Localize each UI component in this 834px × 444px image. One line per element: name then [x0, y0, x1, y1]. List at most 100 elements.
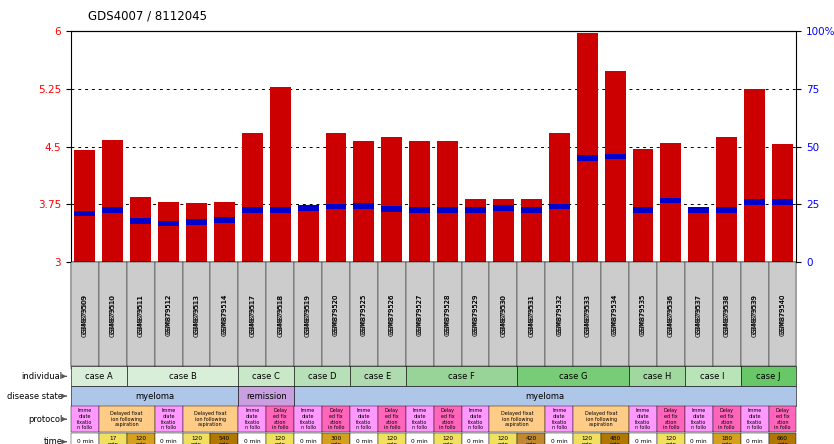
Text: 120
min: 120 min [386, 436, 397, 444]
Text: 0 min: 0 min [551, 439, 568, 444]
Text: 0 min: 0 min [244, 439, 260, 444]
Bar [242, 133, 263, 262]
Bar [744, 199, 765, 205]
Bar [103, 140, 123, 262]
Text: case A: case A [85, 372, 113, 381]
Bar [74, 210, 95, 216]
Text: 120
min: 120 min [666, 436, 676, 444]
Bar [549, 133, 570, 262]
Bar [661, 143, 681, 262]
Bar [465, 207, 486, 213]
Text: GSM879525: GSM879525 [361, 294, 367, 334]
Text: GSM879509: GSM879509 [82, 294, 88, 337]
Text: GSM879537: GSM879537 [696, 294, 701, 337]
Text: protocol: protocol [28, 415, 63, 424]
Bar [661, 198, 681, 203]
Text: Delay
ed fix
ation
in follo: Delay ed fix ation in follo [328, 408, 344, 430]
Bar [409, 141, 430, 262]
Text: Imme
diate
fixatio
n follo: Imme diate fixatio n follo [161, 408, 176, 430]
Text: GSM879528: GSM879528 [445, 294, 450, 337]
Text: 420
min: 420 min [525, 436, 537, 444]
Bar [325, 133, 346, 262]
Text: GSM879509: GSM879509 [82, 294, 88, 334]
Text: Delay
ed fix
ation
in follo: Delay ed fix ation in follo [440, 408, 456, 430]
Bar [130, 218, 151, 224]
Bar [158, 221, 179, 226]
Text: GSM879532: GSM879532 [556, 294, 562, 337]
Text: GSM879514: GSM879514 [221, 294, 228, 337]
Text: 180
min: 180 min [721, 436, 732, 444]
Bar [688, 208, 709, 262]
Text: 480
min: 480 min [610, 436, 620, 444]
Text: individual: individual [22, 372, 63, 381]
Text: Imme
diate
fixatio
n follo: Imme diate fixatio n follo [78, 408, 93, 430]
Text: Delay
ed fix
ation
in follo: Delay ed fix ation in follo [718, 408, 735, 430]
Bar [269, 207, 291, 213]
Text: 0 min: 0 min [467, 439, 484, 444]
Bar [325, 204, 346, 210]
Text: GSM879526: GSM879526 [389, 294, 394, 337]
Text: case B: case B [168, 372, 197, 381]
Text: GSM879540: GSM879540 [780, 294, 786, 337]
Bar [158, 202, 179, 262]
Text: GSM879525: GSM879525 [361, 294, 367, 337]
Bar [716, 207, 737, 213]
Text: Imme
diate
fixatio
n follo: Imme diate fixatio n follo [244, 408, 260, 430]
Text: Delay
ed fix
ation
in follo: Delay ed fix ation in follo [663, 408, 679, 430]
Text: Imme
diate
fixatio
n follo: Imme diate fixatio n follo [551, 408, 567, 430]
Bar [103, 207, 123, 213]
Text: 0 min: 0 min [635, 439, 651, 444]
Bar [493, 205, 514, 211]
Bar [716, 137, 737, 262]
Bar [632, 149, 654, 262]
Bar [214, 217, 235, 222]
Text: GSM879533: GSM879533 [584, 294, 590, 337]
Text: 0 min: 0 min [299, 439, 316, 444]
Text: myeloma: myeloma [135, 392, 174, 400]
Text: GSM879518: GSM879518 [277, 294, 284, 334]
Bar [381, 206, 402, 212]
Bar [549, 204, 570, 210]
Text: GSM879520: GSM879520 [333, 294, 339, 334]
Text: GSM879536: GSM879536 [668, 294, 674, 334]
Text: 0 min: 0 min [411, 439, 428, 444]
Text: Delayed fixat
ion following
aspiration: Delayed fixat ion following aspiration [194, 411, 227, 428]
Text: Imme
diate
fixatio
n follo: Imme diate fixatio n follo [300, 408, 316, 430]
Text: GSM879513: GSM879513 [193, 294, 199, 337]
Text: myeloma: myeloma [525, 392, 565, 400]
Bar [74, 151, 95, 262]
Bar [130, 197, 151, 262]
Text: Imme
diate
fixatio
n follo: Imme diate fixatio n follo [468, 408, 483, 430]
Bar [772, 144, 793, 262]
Text: Delayed fixat
ion following
aspiration: Delayed fixat ion following aspiration [585, 411, 617, 428]
Text: case H: case H [643, 372, 671, 381]
Text: Delay
ed fix
ation
in follo: Delay ed fix ation in follo [384, 408, 400, 430]
Text: case C: case C [253, 372, 280, 381]
Text: GSM879514: GSM879514 [221, 294, 228, 334]
Bar [744, 89, 765, 262]
Text: case G: case G [559, 372, 587, 381]
Text: 120
min: 120 min [581, 436, 593, 444]
Text: 120
min: 120 min [274, 436, 286, 444]
Bar [354, 203, 374, 209]
Bar [269, 87, 291, 262]
Text: GSM879513: GSM879513 [193, 294, 199, 334]
Bar [409, 207, 430, 213]
Bar [298, 205, 319, 211]
Bar [242, 207, 263, 213]
Bar [605, 71, 626, 262]
Text: GSM879529: GSM879529 [473, 294, 479, 337]
Text: GSM879512: GSM879512 [166, 294, 172, 337]
Text: case D: case D [308, 372, 336, 381]
Text: GSM879531: GSM879531 [529, 294, 535, 337]
Text: 120
min: 120 min [442, 436, 453, 444]
Text: GSM879538: GSM879538 [724, 294, 730, 337]
Text: GSM879518: GSM879518 [277, 294, 284, 337]
Bar [381, 137, 402, 262]
Text: GSM879512: GSM879512 [166, 294, 172, 334]
Text: time: time [43, 437, 63, 444]
Text: Imme
diate
fixatio
n follo: Imme diate fixatio n follo [356, 408, 372, 430]
Text: Imme
diate
fixatio
n follo: Imme diate fixatio n follo [747, 408, 762, 430]
Text: remission: remission [246, 392, 287, 400]
Bar [214, 202, 235, 262]
